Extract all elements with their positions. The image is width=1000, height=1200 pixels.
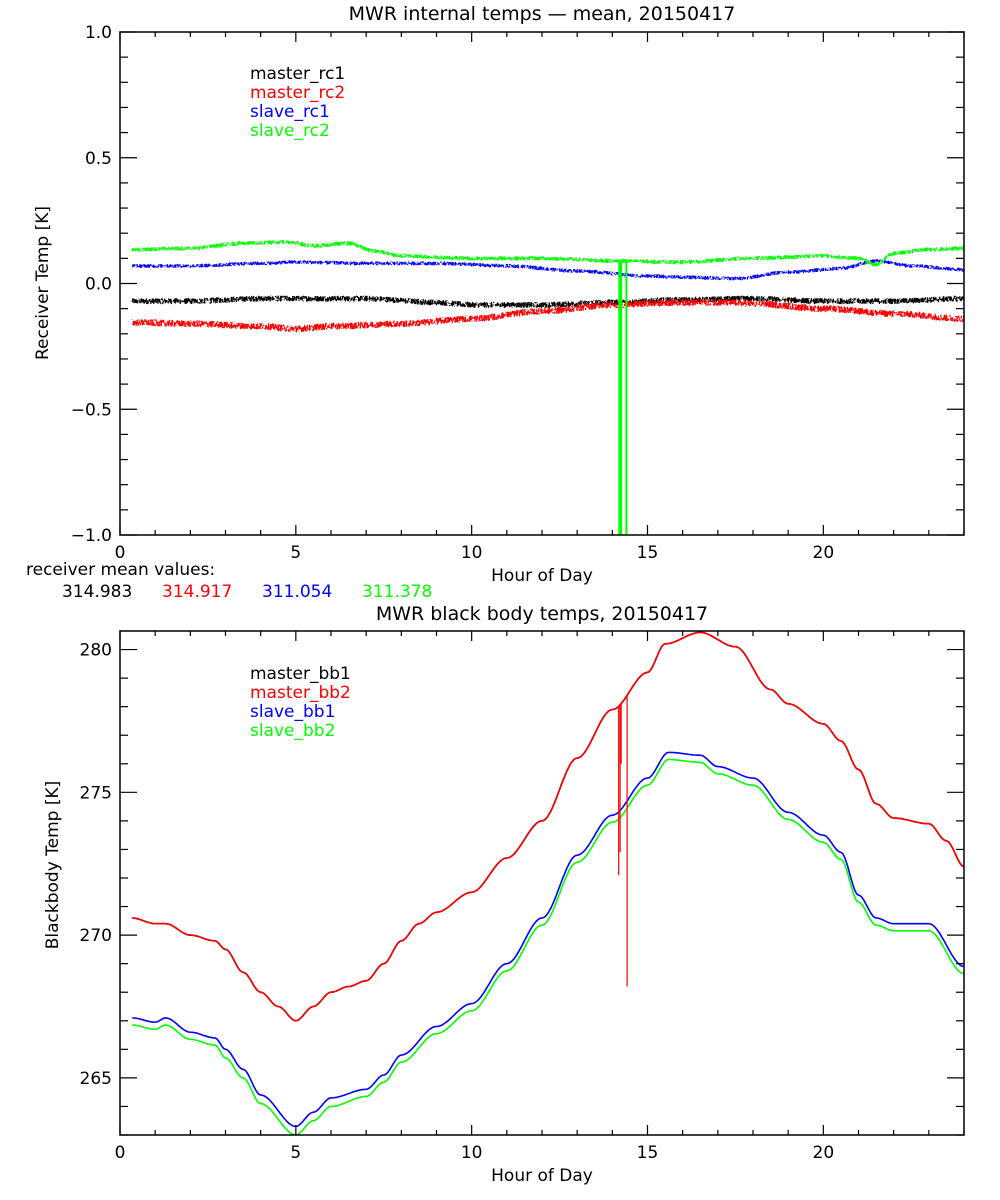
x-tick-label: 0 <box>115 543 126 563</box>
series-layer <box>131 240 964 535</box>
y-tick-label: −1.0 <box>71 526 112 546</box>
x-tick-label: 0 <box>115 1143 126 1163</box>
chart-title: MWR internal temps — mean, 20150417 <box>349 3 736 25</box>
series-master_bb2 <box>132 631 964 1022</box>
series-slave_rc1 <box>131 259 964 281</box>
y-tick-labels: −1.0 −0.5 0.0 0.5 1.0 <box>71 23 112 546</box>
series-slave_bb2 <box>132 758 964 1135</box>
axis-ticks <box>119 631 965 1136</box>
x-tick-label: 10 <box>461 1143 483 1163</box>
x-tick-labels: 0 5 10 15 20 <box>115 543 835 563</box>
x-axis-label: Hour of Day <box>491 1166 593 1186</box>
axis-ticks <box>119 31 965 536</box>
series-line <box>131 298 964 333</box>
series-line <box>131 240 964 267</box>
mean-value: 311.378 <box>362 582 432 602</box>
legend-entry-master_bb2: master_bb2 <box>250 683 351 703</box>
series-line <box>131 259 964 281</box>
x-tick-label: 5 <box>290 1143 301 1163</box>
series-line <box>131 295 964 308</box>
y-tick-label: 265 <box>80 1069 112 1089</box>
series-master_rc1 <box>131 295 964 308</box>
series-line <box>132 631 964 1022</box>
series-slave_bb1 <box>132 751 964 1128</box>
mean-value: 314.983 <box>62 582 132 602</box>
plot-frame <box>119 31 965 536</box>
series-line <box>132 758 964 1135</box>
y-tick-label: 275 <box>80 783 112 803</box>
y-tick-label: −0.5 <box>71 400 112 420</box>
series-layer <box>132 631 964 1135</box>
legend-entry-slave_rc1: slave_rc1 <box>250 102 330 122</box>
blackbody-temp-chart: MWR black body temps, 20150417 0 5 10 15 20 … <box>43 603 965 1186</box>
y-tick-label: 270 <box>80 926 112 946</box>
legend-entry-master_bb1: master_bb1 <box>250 664 351 684</box>
mean-value: 311.054 <box>262 582 332 602</box>
x-tick-label: 15 <box>637 1143 659 1163</box>
receiver-mean-values: 314.983 314.917 311.054 311.378 <box>62 582 432 602</box>
x-axis-label: Hour of Day <box>491 566 593 586</box>
x-tick-label: 20 <box>813 543 835 563</box>
series-slave_rc2 <box>131 240 964 267</box>
y-tick-label: 0.5 <box>85 149 112 169</box>
y-tick-label: 280 <box>80 641 112 661</box>
y-tick-label: 0.0 <box>85 275 112 295</box>
legend-entry-slave_rc2: slave_rc2 <box>250 121 330 141</box>
y-axis-label: Blackbody Temp [K] <box>43 781 63 950</box>
series-line <box>132 751 964 1128</box>
mean-value: 314.917 <box>162 582 232 602</box>
x-tick-label: 10 <box>461 543 483 563</box>
x-tick-label: 20 <box>813 1143 835 1163</box>
x-tick-label: 15 <box>637 543 659 563</box>
y-axis-label: Receiver Temp [K] <box>33 206 53 360</box>
series-master_rc2 <box>131 298 964 333</box>
y-tick-labels: 265 270 275 280 <box>80 641 112 1089</box>
chart-title: MWR black body temps, 20150417 <box>376 603 708 625</box>
receiver-mean-label: receiver mean values: <box>26 560 215 580</box>
receiver-temp-chart: MWR internal temps — mean, 20150417 0 5 10… <box>26 3 965 602</box>
x-tick-label: 5 <box>290 543 301 563</box>
legend-entry-master_rc2: master_rc2 <box>250 83 345 103</box>
legend-entry-slave_bb1: slave_bb1 <box>250 702 335 722</box>
y-tick-label: 1.0 <box>85 23 112 43</box>
x-tick-labels: 0 5 10 15 20 <box>115 1143 835 1163</box>
legend-entry-slave_bb2: slave_bb2 <box>250 721 335 741</box>
plot-frame <box>119 630 965 1136</box>
legend-entry-master_rc1: master_rc1 <box>250 64 345 84</box>
